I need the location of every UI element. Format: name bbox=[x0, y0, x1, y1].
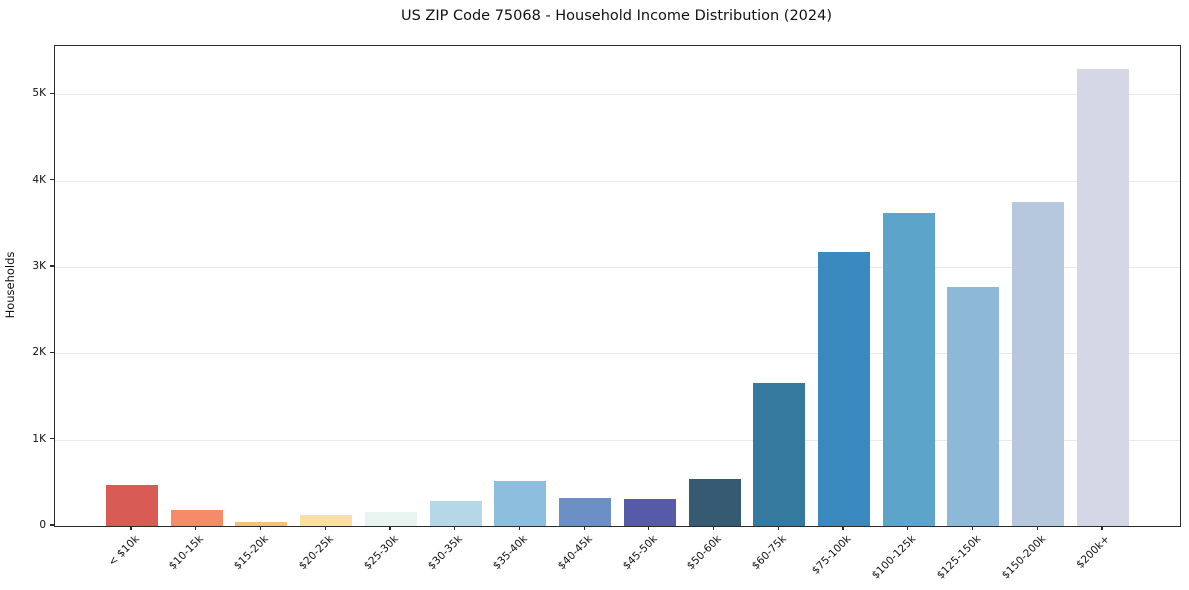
bar-$15-20k bbox=[235, 521, 288, 526]
x-tick-mark bbox=[1036, 526, 1038, 530]
x-tick-label-$125-150k: $125-150k bbox=[934, 533, 983, 582]
bar-< $10k bbox=[106, 485, 158, 526]
x-tick-label-$100-125k: $100-125k bbox=[869, 533, 919, 582]
y-tick-mark-5K bbox=[50, 92, 54, 94]
x-tick-label-< $10k: < $10k bbox=[105, 533, 142, 569]
x-tick-label-$15-20k: $15-20k bbox=[231, 533, 271, 573]
bar-$60-75k bbox=[753, 383, 806, 526]
x-tick-mark bbox=[648, 526, 650, 530]
gridline-2K bbox=[55, 353, 1180, 355]
x-tick-label-$10-15k: $10-15k bbox=[167, 533, 207, 573]
x-tick-mark bbox=[971, 526, 974, 530]
y-axis-title: Households bbox=[3, 251, 17, 319]
x-tick-label-$20-25k: $20-25k bbox=[296, 533, 336, 573]
x-tick-mark bbox=[842, 526, 844, 530]
x-tick-label-$40-45k: $40-45k bbox=[555, 533, 595, 573]
y-tick-mark-1K bbox=[50, 438, 54, 440]
x-tick-label-$75-100k: $75-100k bbox=[809, 533, 854, 577]
bar-$100-125k bbox=[882, 212, 935, 526]
gridline-1K bbox=[55, 439, 1180, 441]
chart-title: US ZIP Code 75068 - Household Income Dis… bbox=[400, 8, 833, 24]
bar-$75-100k bbox=[818, 251, 871, 526]
x-tick-mark bbox=[712, 526, 715, 530]
bar-$45-50k bbox=[623, 498, 676, 526]
bar-$35-40k bbox=[494, 480, 547, 526]
x-tick-mark bbox=[324, 526, 326, 530]
x-tick-label-$25-30k: $25-30k bbox=[361, 533, 401, 573]
x-tick-label-$45-50k: $45-50k bbox=[620, 533, 660, 573]
bar-$30-35k bbox=[429, 500, 482, 526]
x-tick-mark bbox=[389, 526, 391, 530]
gridline-4K bbox=[55, 180, 1180, 182]
bar-$50-60k bbox=[688, 479, 741, 526]
y-tick-label-4K: 4K bbox=[32, 173, 46, 186]
bar-$200k+ bbox=[1076, 69, 1129, 526]
x-tick-mark bbox=[518, 526, 520, 530]
bar-$40-45k bbox=[559, 497, 612, 526]
x-tick-mark bbox=[454, 526, 456, 530]
y-tick-label-2K: 2K bbox=[32, 346, 46, 359]
y-tick-mark-3K bbox=[50, 265, 54, 267]
x-tick-mark bbox=[130, 526, 132, 530]
x-tick-mark bbox=[195, 526, 197, 530]
gridline-5K bbox=[55, 94, 1180, 96]
x-tick-mark bbox=[259, 526, 262, 530]
y-tick-label-1K: 1K bbox=[32, 432, 46, 445]
x-tick-mark bbox=[583, 526, 585, 530]
y-tick-mark-0 bbox=[50, 524, 54, 526]
x-tick-label-$60-75k: $60-75k bbox=[749, 533, 789, 573]
y-tick-label-0: 0 bbox=[39, 519, 46, 531]
gridline-3K bbox=[55, 266, 1180, 268]
x-tick-label-$35-40k: $35-40k bbox=[490, 533, 530, 573]
x-tick-label-$150-200k: $150-200k bbox=[999, 533, 1048, 582]
y-tick-mark-4K bbox=[50, 178, 54, 181]
y-tick-label-5K: 5K bbox=[32, 87, 46, 100]
bar-$150-200k bbox=[1012, 201, 1065, 526]
x-tick-mark bbox=[777, 526, 779, 530]
y-tick-mark-2K bbox=[50, 351, 54, 353]
x-tick-label-$200k+: $200k+ bbox=[1074, 533, 1113, 571]
x-tick-label-$50-60k: $50-60k bbox=[684, 533, 725, 573]
bar-$125-150k bbox=[947, 287, 1000, 526]
bar-$25-30k bbox=[364, 512, 417, 526]
x-tick-mark bbox=[1101, 526, 1103, 530]
y-tick-label-3K: 3K bbox=[32, 259, 46, 272]
bar-$20-25k bbox=[300, 514, 353, 526]
bar-$10-15k bbox=[170, 510, 223, 526]
plot-area bbox=[54, 45, 1181, 527]
x-tick-label-$30-35k: $30-35k bbox=[426, 533, 466, 573]
x-tick-mark bbox=[907, 526, 909, 530]
